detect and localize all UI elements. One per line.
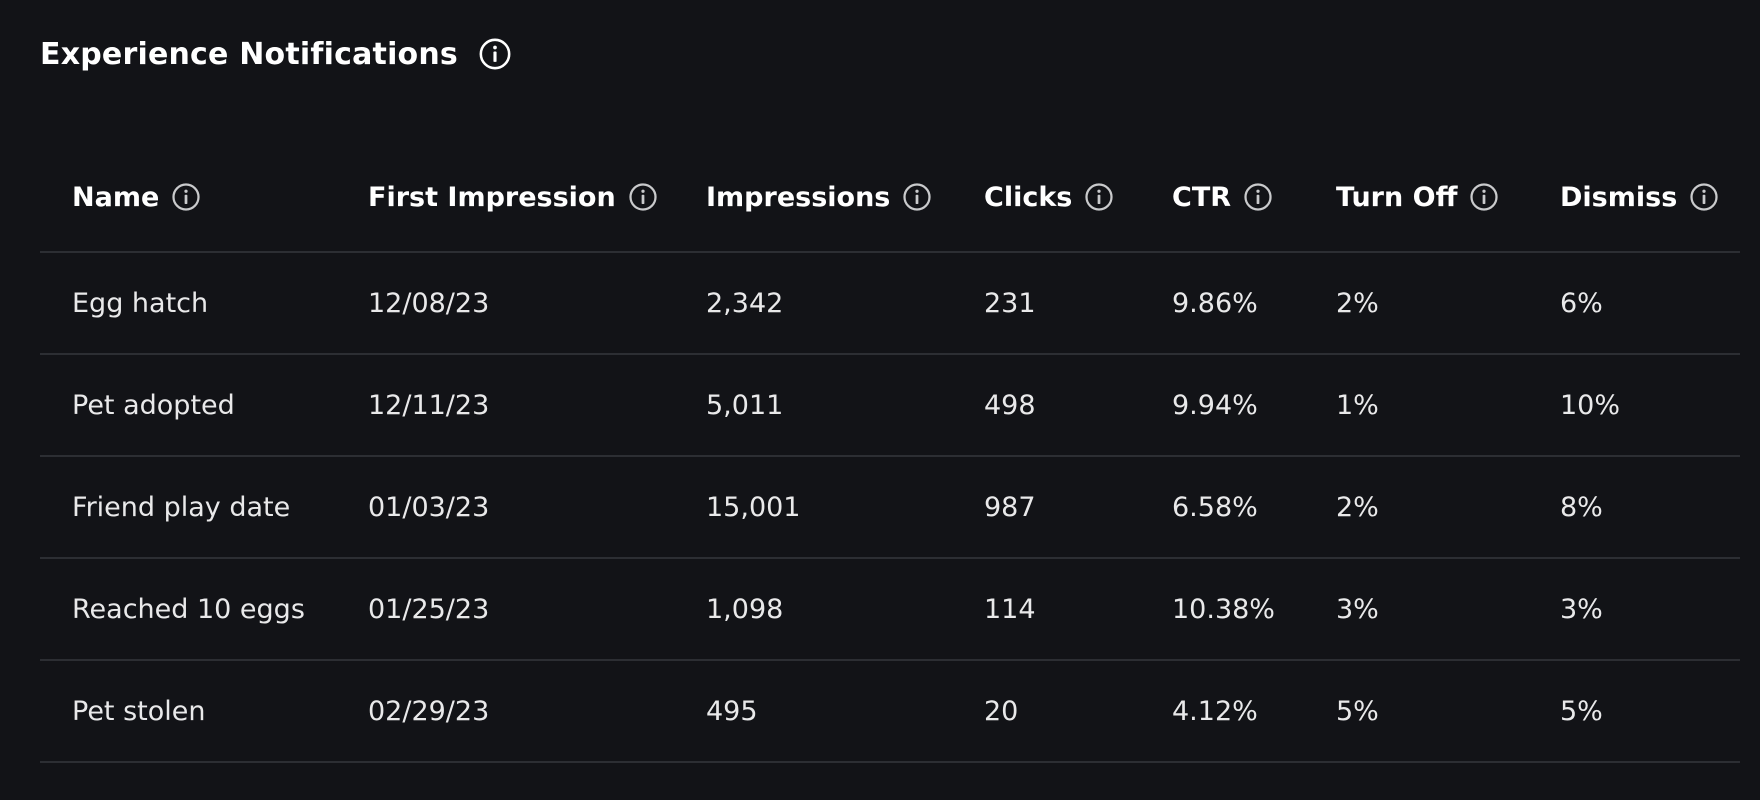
cell-name: Pet stolen: [40, 660, 368, 763]
column-header-content: First Impression: [368, 182, 658, 213]
column-header-content: CTR: [1172, 182, 1273, 213]
column-header-label: CTR: [1172, 181, 1232, 213]
cell-first-impression: 01/25/23: [368, 558, 706, 661]
cell-clicks: 987: [984, 456, 1172, 559]
notifications-table: Name First Impression Impressions Clicks CTR…: [40, 143, 1740, 763]
cell-ctr: 9.86%: [1172, 252, 1336, 355]
column-header-clicks: Clicks: [984, 143, 1172, 253]
cell-first-impression: 01/03/23: [368, 456, 706, 559]
column-header-content: Clicks: [984, 182, 1114, 213]
table-row[interactable]: Reached 10 eggs 01/25/23 1,098 114 10.38% 3% 3…: [40, 558, 1740, 661]
column-header-turn-off: Turn Off: [1336, 143, 1560, 253]
cell-impressions: 1,098: [706, 558, 984, 661]
table-row[interactable]: Pet stolen 02/29/23 495 20 4.12% 5% 5%: [40, 660, 1740, 763]
column-header-content: Impressions: [706, 182, 932, 213]
column-header-content: Dismiss: [1560, 182, 1719, 213]
cell-impressions: 15,001: [706, 456, 984, 559]
cell-turn-off: 5%: [1336, 660, 1560, 763]
cell-dismiss: 5%: [1560, 660, 1740, 763]
column-header-label: Dismiss: [1560, 181, 1678, 213]
cell-impressions: 495: [706, 660, 984, 763]
cell-clicks: 231: [984, 252, 1172, 355]
cell-first-impression: 02/29/23: [368, 660, 706, 763]
cell-impressions: 2,342: [706, 252, 984, 355]
cell-ctr: 9.94%: [1172, 354, 1336, 457]
info-icon[interactable]: [1469, 182, 1499, 212]
title-row: Experience Notifications: [40, 32, 512, 76]
cell-dismiss: 3%: [1560, 558, 1740, 661]
cell-name: Reached 10 eggs: [40, 558, 368, 661]
cell-turn-off: 2%: [1336, 456, 1560, 559]
title-info-icon[interactable]: [478, 37, 512, 71]
column-header-label: Clicks: [984, 181, 1073, 213]
table-row[interactable]: Friend play date 01/03/23 15,001 987 6.58% 2%…: [40, 456, 1740, 559]
cell-turn-off: 1%: [1336, 354, 1560, 457]
cell-dismiss: 10%: [1560, 354, 1740, 457]
info-icon[interactable]: [902, 182, 932, 212]
cell-dismiss: 8%: [1560, 456, 1740, 559]
cell-dismiss: 6%: [1560, 252, 1740, 355]
cell-name: Friend play date: [40, 456, 368, 559]
cell-impressions: 5,011: [706, 354, 984, 457]
info-icon[interactable]: [171, 182, 201, 212]
column-header-label: Turn Off: [1336, 181, 1458, 213]
column-header-dismiss: Dismiss: [1560, 143, 1740, 253]
column-header-name: Name: [40, 143, 368, 253]
table-row[interactable]: Pet adopted 12/11/23 5,011 498 9.94% 1% 10%: [40, 354, 1740, 457]
info-icon[interactable]: [1084, 182, 1114, 212]
cell-name: Pet adopted: [40, 354, 368, 457]
table-row[interactable]: Egg hatch 12/08/23 2,342 231 9.86% 2% 6%: [40, 252, 1740, 355]
cell-first-impression: 12/11/23: [368, 354, 706, 457]
cell-ctr: 4.12%: [1172, 660, 1336, 763]
column-header-first-impression: First Impression: [368, 143, 706, 253]
cell-turn-off: 2%: [1336, 252, 1560, 355]
cell-turn-off: 3%: [1336, 558, 1560, 661]
cell-clicks: 114: [984, 558, 1172, 661]
info-icon[interactable]: [628, 182, 658, 212]
cell-ctr: 6.58%: [1172, 456, 1336, 559]
info-icon[interactable]: [1689, 182, 1719, 212]
page-title: Experience Notifications: [40, 36, 458, 72]
cell-ctr: 10.38%: [1172, 558, 1336, 661]
column-header-ctr: CTR: [1172, 143, 1336, 253]
table-header-row: Name First Impression Impressions Clicks CTR…: [40, 143, 1740, 253]
table-body: Egg hatch 12/08/23 2,342 231 9.86% 2% 6% Pet ad…: [40, 252, 1740, 763]
column-header-label: First Impression: [368, 181, 616, 213]
cell-name: Egg hatch: [40, 252, 368, 355]
cell-clicks: 20: [984, 660, 1172, 763]
column-header-content: Name: [72, 182, 201, 213]
column-header-content: Turn Off: [1336, 182, 1499, 213]
cell-clicks: 498: [984, 354, 1172, 457]
column-header-label: Impressions: [706, 181, 891, 213]
column-header-label: Name: [72, 181, 160, 213]
cell-first-impression: 12/08/23: [368, 252, 706, 355]
info-icon[interactable]: [1243, 182, 1273, 212]
column-header-impressions: Impressions: [706, 143, 984, 253]
